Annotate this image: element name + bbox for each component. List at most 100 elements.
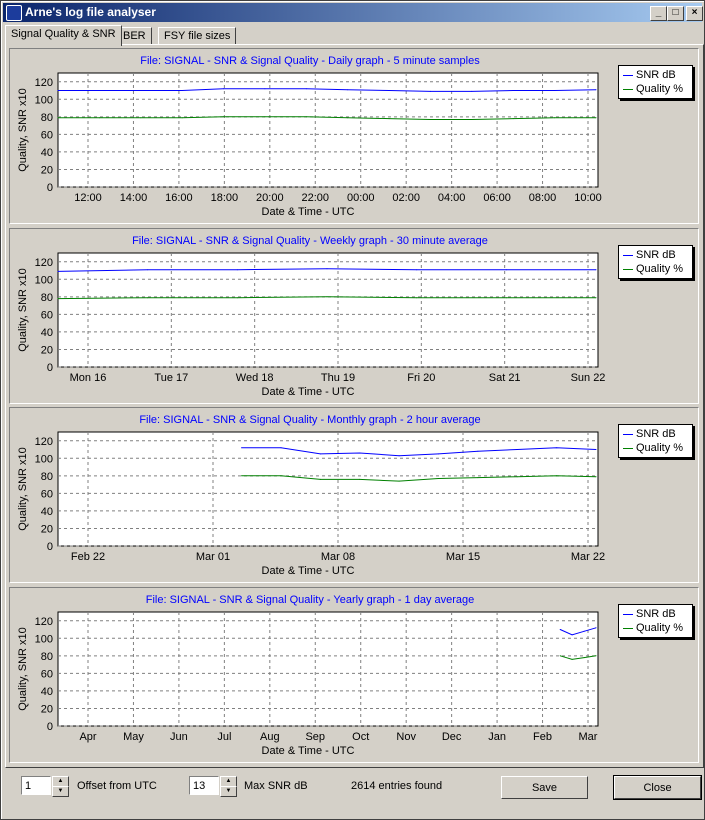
close-button[interactable]: Close: [613, 775, 702, 800]
series-line-quality: [57, 296, 596, 300]
y-tick-label: 80: [41, 292, 53, 304]
spin-down-icon[interactable]: ▼: [220, 786, 237, 797]
chart-title: File: SIGNAL - SNR & Signal Quality - We…: [132, 235, 488, 247]
legend-item-quality: Quality %: [623, 441, 683, 455]
x-tick-label: 18:00: [211, 192, 239, 204]
legend-item-snr: SNR dB: [623, 68, 676, 82]
series-line-snr: [57, 268, 596, 272]
legend-item-quality: Quality %: [623, 82, 683, 96]
legend-swatch-quality: [623, 627, 633, 629]
y-tick-label: 120: [35, 77, 53, 89]
save-button[interactable]: Save: [501, 776, 588, 799]
x-tick-label: Jan: [488, 731, 506, 743]
legend-label: Quality %: [636, 622, 684, 634]
y-tick-label: 0: [47, 541, 53, 553]
y-tick-label: 100: [35, 633, 53, 645]
x-tick-label: Mar 22: [571, 551, 605, 563]
x-tick-label: Feb 22: [71, 551, 105, 563]
weekly-chart: 0 20 40 60 80 100 120 Mon 16 Tue 17 Wed 18 Thu 19 F…: [17, 252, 606, 398]
y-axis-label: Quality, SNR x10: [17, 447, 29, 531]
x-tick-label: Nov: [396, 731, 416, 743]
tab-panel: [5, 44, 704, 768]
y-tick-label: 40: [41, 147, 53, 159]
close-window-button[interactable]: ×: [686, 6, 703, 21]
yearly-chart-panel: File: SIGNAL - SNR & Signal Quality - Ye…: [9, 587, 699, 763]
x-tick-label: Dec: [442, 731, 462, 743]
legend-label: Quality %: [636, 442, 684, 454]
x-tick-label: 00:00: [347, 192, 375, 204]
chart-legend: SNR dB Quality %: [618, 604, 693, 638]
tab-fsy-file-sizes[interactable]: FSY file sizes: [158, 27, 237, 45]
legend-label: SNR dB: [636, 69, 676, 81]
legend-item-snr: SNR dB: [623, 607, 676, 621]
x-axis-label: Date & Time - UTC: [262, 745, 355, 757]
x-tick-label: Mar: [579, 731, 598, 743]
plot-area: [57, 72, 599, 188]
series-line-snr: [559, 627, 597, 636]
legend-label: Quality %: [636, 263, 684, 275]
chart-legend: SNR dB Quality %: [618, 424, 693, 458]
x-tick-label: Apr: [79, 731, 96, 743]
y-tick-label: 100: [35, 94, 53, 106]
x-tick-label: Sat 21: [489, 372, 521, 384]
x-tick-label: Tue 17: [154, 372, 188, 384]
title-bar[interactable]: Arne's log file analyser _ □ ×: [3, 3, 703, 22]
y-tick-label: 60: [41, 309, 53, 321]
y-axis-label: Quality, SNR x10: [17, 88, 29, 172]
footer-bar: 1 ▲ ▼ Offset from UTC 13 ▲ ▼ Max SNR dB …: [1, 771, 705, 811]
y-tick-label: 40: [41, 686, 53, 698]
daily-chart: 0 20 40 60 80 100 120 12:00 14:00 16:00 18:00 20:00…: [17, 72, 602, 218]
x-tick-label: 22:00: [302, 192, 330, 204]
x-tick-label: Sep: [305, 731, 325, 743]
weekly-chart-panel: File: SIGNAL - SNR & Signal Quality - We…: [9, 228, 699, 404]
x-tick-label: Sun 22: [571, 372, 606, 384]
offset-spinner[interactable]: 1 ▲ ▼: [21, 776, 69, 797]
maximize-button[interactable]: □: [667, 6, 684, 21]
plot-area: [57, 431, 599, 547]
legend-swatch-snr: [623, 74, 633, 76]
x-tick-label: Mon 16: [70, 372, 107, 384]
x-axis-label: Date & Time - UTC: [262, 386, 355, 398]
chart-legend: SNR dB Quality %: [618, 245, 693, 279]
series-line-snr: [58, 88, 597, 92]
legend-swatch-snr: [623, 433, 633, 435]
spin-down-icon[interactable]: ▼: [52, 786, 69, 797]
y-axis-label: Quality, SNR x10: [17, 268, 29, 352]
legend-label: SNR dB: [636, 428, 676, 440]
x-tick-label: Mar 01: [196, 551, 230, 563]
x-tick-label: Feb: [533, 731, 552, 743]
x-tick-label: 06:00: [483, 192, 511, 204]
daily-chart-panel: File: SIGNAL - SNR & Signal Quality - Da…: [9, 48, 699, 224]
tab-signal-quality-snr[interactable]: Signal Quality & SNR: [5, 25, 122, 46]
y-tick-label: 60: [41, 488, 53, 500]
legend-swatch-quality: [623, 268, 633, 270]
y-tick-label: 80: [41, 112, 53, 124]
y-tick-label: 120: [35, 616, 53, 628]
x-tick-label: Thu 19: [321, 372, 355, 384]
legend-item-snr: SNR dB: [623, 248, 676, 262]
x-tick-label: 12:00: [74, 192, 102, 204]
x-tick-label: Aug: [260, 731, 280, 743]
offset-input[interactable]: 1: [21, 776, 51, 795]
window-title: Arne's log file analyser: [25, 5, 156, 19]
y-tick-label: 0: [47, 182, 53, 194]
x-tick-label: 16:00: [165, 192, 193, 204]
monthly-chart-panel: File: SIGNAL - SNR & Signal Quality - Mo…: [9, 407, 699, 583]
y-tick-label: 80: [41, 471, 53, 483]
series-line-quality: [58, 116, 596, 120]
x-tick-label: Mar 15: [446, 551, 480, 563]
y-tick-label: 100: [35, 453, 53, 465]
max-snr-input[interactable]: 13: [189, 776, 219, 795]
x-tick-label: Wed 18: [236, 372, 274, 384]
legend-item-quality: Quality %: [623, 621, 683, 635]
x-tick-label: 20:00: [256, 192, 284, 204]
minimize-button[interactable]: _: [650, 6, 667, 21]
max-snr-label: Max SNR dB: [244, 780, 308, 792]
plot-area: [57, 611, 599, 727]
max-snr-spinner[interactable]: 13 ▲ ▼: [189, 776, 237, 797]
y-tick-label: 80: [41, 651, 53, 663]
x-tick-label: 02:00: [392, 192, 420, 204]
y-tick-label: 20: [41, 164, 53, 176]
tab-ber[interactable]: BER: [117, 27, 152, 45]
